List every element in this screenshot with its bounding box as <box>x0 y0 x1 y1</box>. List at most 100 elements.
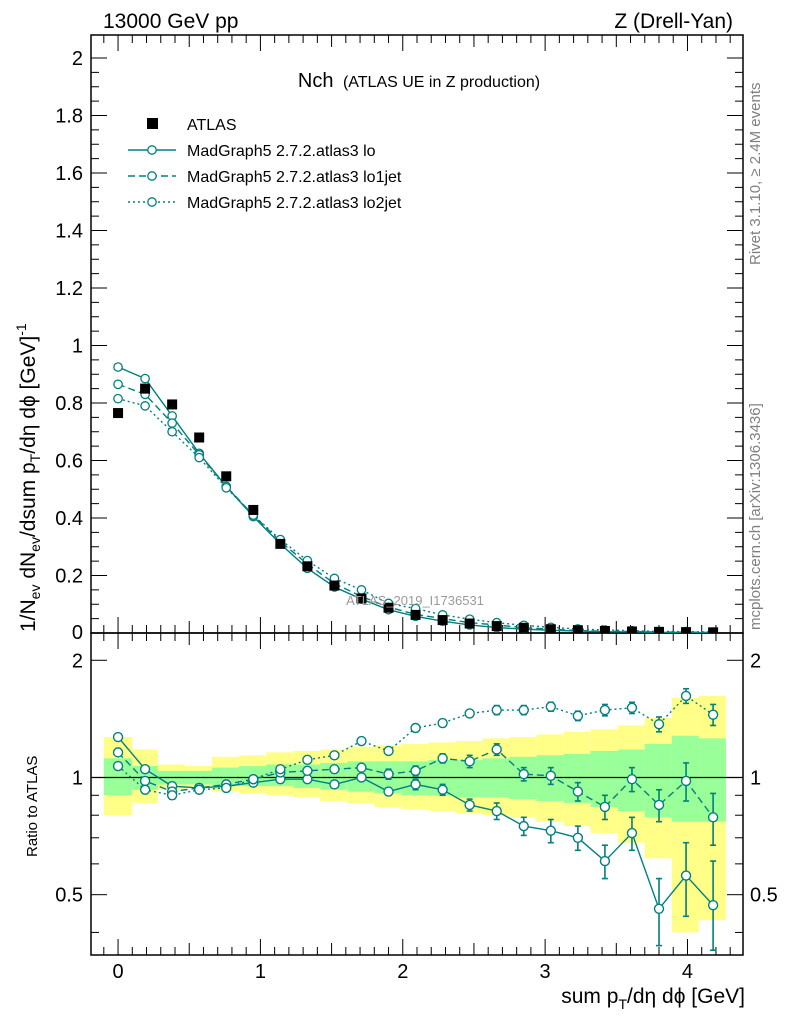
data-point <box>681 627 692 633</box>
ratio-series-marker <box>653 799 665 811</box>
ratio-series-marker <box>680 870 692 881</box>
data-point <box>518 622 529 633</box>
main-series-line <box>117 398 714 633</box>
ratio-series-marker <box>626 827 638 839</box>
main-series <box>113 362 719 633</box>
x-tick-label: 0 <box>112 961 123 983</box>
analysis-watermark: ATLAS_2019_I1736531 <box>346 593 484 608</box>
ratio-series-marker <box>707 709 719 720</box>
legend-marker <box>147 171 157 181</box>
legend-label: ATLAS <box>187 117 237 134</box>
ratio-series <box>112 687 719 952</box>
ratio-series-marker <box>410 779 421 790</box>
data-point <box>248 504 259 515</box>
header-left: 13000 GeV pp <box>103 10 238 33</box>
data-point <box>221 471 232 482</box>
data-point <box>491 621 502 632</box>
ratio-series-marker <box>329 750 340 761</box>
data-point <box>410 609 421 620</box>
ratio-series-marker <box>329 779 340 790</box>
data-point <box>140 383 151 394</box>
main-series-marker <box>113 362 123 372</box>
ratio-y-tick-label-left: 0.5 <box>55 885 83 907</box>
data-point <box>708 627 719 633</box>
ratio-series-marker <box>193 784 205 795</box>
ratio-series-marker <box>572 832 584 843</box>
ratio-series-marker <box>545 701 557 712</box>
main-title-sub: (ATLAS UE in Z production) <box>343 74 540 91</box>
y-tick-label: 1.8 <box>55 106 83 128</box>
ratio-series-marker <box>491 704 502 716</box>
ratio-series-marker <box>383 768 394 780</box>
ratio-series-marker <box>518 768 529 780</box>
ratio-series-marker <box>356 762 367 773</box>
ratio-series-marker <box>626 702 638 713</box>
main-series-marker <box>167 418 177 428</box>
rivet-label: Rivet 3.1.10, ≥ 2.4M events <box>747 83 764 266</box>
data-point <box>275 538 286 549</box>
y-tick-label: 1.2 <box>55 278 83 300</box>
main-series-marker <box>140 401 150 411</box>
ratio-series-marker <box>166 790 178 801</box>
ratio-series-marker <box>275 764 286 775</box>
data-point <box>464 618 475 629</box>
main-series-marker <box>140 373 150 384</box>
y-tick-label: 0.6 <box>55 451 83 473</box>
data-point <box>329 580 340 591</box>
ratio-y-tick-label-right: 2 <box>750 650 761 672</box>
y-tick-label: 0.2 <box>55 566 83 588</box>
ratio-series-marker <box>356 772 367 783</box>
legend-label: MadGraph5 2.7.2.atlas3 lo1jet <box>187 169 402 186</box>
legend-label: MadGraph5 2.7.2.atlas3 lo <box>187 143 376 160</box>
data-point <box>437 615 448 626</box>
ratio-series-marker <box>410 765 421 777</box>
ratio-series-marker <box>491 744 502 755</box>
ratio-series-marker <box>572 786 584 797</box>
y-tick-label: 2 <box>72 48 83 70</box>
ratio-series-marker <box>383 745 394 757</box>
ratio-series-marker <box>572 710 584 722</box>
x-tick-label: 1 <box>255 961 266 983</box>
x-tick-label: 4 <box>682 961 693 983</box>
ratio-series-marker <box>383 786 394 797</box>
ratio-series-marker <box>599 801 611 813</box>
data-point <box>113 408 124 419</box>
legend-marker <box>147 197 157 207</box>
data-point <box>167 399 178 410</box>
data-point <box>194 432 205 443</box>
legend-marker <box>147 145 157 155</box>
ratio-series-marker <box>680 775 692 787</box>
legend: ATLAS MadGraph5 2.7.2.atlas3 lo MadGraph5 … <box>128 117 402 212</box>
legend-label: MadGraph5 2.7.2.atlas3 lo2jet <box>187 195 402 212</box>
ratio-y-tick-label-left: 2 <box>72 650 83 672</box>
ratio-series-marker <box>626 773 638 785</box>
x-tick-label: 3 <box>540 961 551 983</box>
ratio-series-marker <box>248 773 259 785</box>
y-tick-label: 0.8 <box>55 393 83 415</box>
main-title-main: Nch <box>298 70 334 92</box>
ratio-series-marker <box>680 690 692 702</box>
y-tick-label: 0.4 <box>55 508 83 530</box>
y-tick-label: 1.6 <box>55 163 83 185</box>
ratio-series-marker <box>302 754 313 766</box>
ratio-series-marker <box>491 805 502 817</box>
axis-ticks <box>91 35 743 955</box>
data-point <box>654 626 665 633</box>
main-y-axis-label: 1/Nev dNev/dsum pT/dη dϕ [GeV]-1 <box>13 323 43 632</box>
main-title: Nch (ATLAS UE in Z production) <box>298 70 540 92</box>
ratio-series-marker <box>437 784 448 795</box>
ratio-y-axis-label: Ratio to ATLAS <box>24 756 41 857</box>
ratio-series-marker <box>518 820 529 832</box>
data-point <box>626 626 637 633</box>
data-point <box>545 624 556 633</box>
legend-marker-data <box>147 118 158 129</box>
ratio-series-marker <box>464 799 475 811</box>
ratio-series-marker <box>112 747 124 758</box>
main-series-marker <box>113 393 123 404</box>
ratio-y-tick-label-right: 0.5 <box>750 885 778 907</box>
ratio-series-marker <box>139 784 151 795</box>
ratio-series-marker <box>707 899 719 911</box>
y-tick-label: 1.4 <box>55 221 83 243</box>
ratio-series-marker <box>221 782 232 794</box>
data-point <box>356 593 367 604</box>
